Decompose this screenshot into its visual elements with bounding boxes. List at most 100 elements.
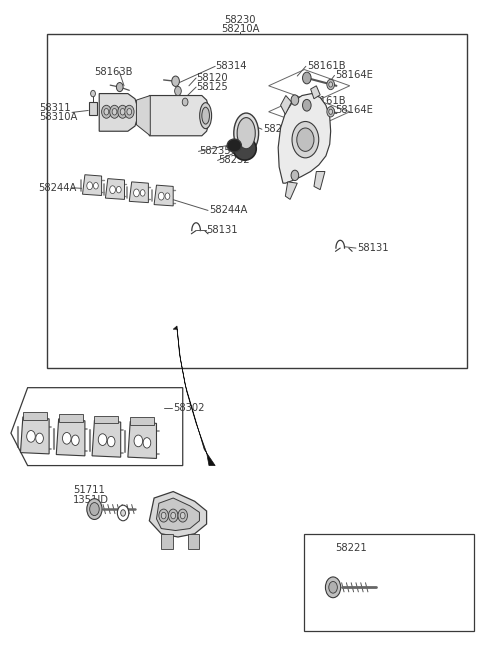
Circle shape (102, 105, 111, 118)
Polygon shape (56, 419, 85, 456)
Text: 58233: 58233 (263, 125, 294, 134)
Circle shape (297, 128, 314, 151)
Text: 58125: 58125 (196, 82, 228, 92)
Text: 58310A: 58310A (39, 112, 78, 122)
Circle shape (168, 509, 178, 522)
Text: 58164E: 58164E (336, 105, 373, 115)
Polygon shape (149, 492, 206, 537)
Polygon shape (21, 417, 49, 454)
Text: 58244A: 58244A (209, 205, 247, 215)
Text: 58311: 58311 (39, 103, 71, 113)
Polygon shape (92, 420, 120, 457)
Text: 58232: 58232 (218, 155, 250, 166)
Circle shape (133, 189, 139, 197)
Text: 51711: 51711 (73, 484, 105, 495)
Text: 58302: 58302 (173, 403, 204, 413)
Bar (161, 535, 173, 549)
Text: 58230: 58230 (224, 14, 256, 25)
Circle shape (98, 434, 107, 445)
Circle shape (292, 121, 319, 158)
Text: 58163B: 58163B (95, 67, 133, 76)
Circle shape (104, 108, 109, 115)
Circle shape (110, 105, 119, 118)
Circle shape (91, 91, 96, 97)
Circle shape (159, 509, 168, 522)
Polygon shape (311, 86, 320, 98)
Circle shape (291, 95, 299, 105)
Circle shape (110, 186, 116, 194)
Bar (188, 535, 199, 549)
Circle shape (327, 80, 335, 90)
Polygon shape (154, 185, 173, 206)
Circle shape (291, 170, 299, 181)
Circle shape (62, 432, 71, 444)
Polygon shape (128, 421, 156, 458)
Circle shape (90, 503, 99, 516)
Text: 58131: 58131 (357, 243, 388, 253)
Circle shape (178, 509, 188, 522)
Circle shape (120, 510, 125, 516)
Text: 58131: 58131 (206, 225, 238, 235)
Bar (59, 414, 83, 422)
Circle shape (36, 433, 43, 443)
Polygon shape (149, 96, 209, 136)
Circle shape (118, 105, 127, 118)
Circle shape (124, 105, 134, 118)
Circle shape (182, 98, 188, 106)
Circle shape (165, 193, 170, 200)
Text: 58244A: 58244A (38, 183, 77, 193)
Polygon shape (173, 326, 215, 466)
Circle shape (158, 192, 164, 200)
Circle shape (143, 437, 151, 448)
Circle shape (329, 82, 333, 87)
Circle shape (180, 512, 185, 519)
Ellipse shape (202, 107, 209, 124)
Circle shape (120, 108, 125, 115)
Circle shape (87, 182, 93, 190)
Circle shape (72, 435, 79, 445)
Polygon shape (314, 171, 325, 190)
Circle shape (116, 83, 123, 92)
Circle shape (112, 108, 117, 115)
Circle shape (116, 186, 121, 193)
Polygon shape (281, 96, 291, 114)
Ellipse shape (234, 113, 259, 153)
Polygon shape (156, 498, 199, 531)
Text: 58120: 58120 (196, 73, 228, 83)
Circle shape (127, 108, 132, 115)
Circle shape (325, 577, 341, 598)
Circle shape (140, 190, 145, 196)
Polygon shape (99, 94, 137, 131)
Polygon shape (278, 94, 331, 183)
Text: 58235C: 58235C (199, 146, 238, 156)
Text: 58314: 58314 (215, 61, 247, 71)
Bar (47, 34, 467, 368)
Ellipse shape (227, 139, 241, 152)
Bar (304, 534, 474, 631)
Text: 58161B: 58161B (307, 96, 346, 106)
Polygon shape (83, 175, 102, 196)
Circle shape (134, 435, 143, 447)
Bar (89, 102, 97, 115)
Ellipse shape (200, 102, 212, 128)
Circle shape (171, 512, 176, 519)
Polygon shape (129, 182, 148, 203)
Circle shape (108, 436, 115, 447)
Polygon shape (106, 179, 124, 200)
Text: 58221: 58221 (336, 543, 367, 553)
Circle shape (172, 76, 180, 87)
Circle shape (302, 99, 311, 111)
Circle shape (94, 183, 98, 189)
Circle shape (329, 109, 333, 114)
Ellipse shape (233, 138, 256, 160)
Circle shape (87, 499, 102, 520)
Bar (23, 412, 47, 420)
Circle shape (161, 512, 166, 519)
Circle shape (27, 430, 35, 442)
Polygon shape (285, 182, 297, 200)
Circle shape (117, 505, 129, 521)
Circle shape (327, 106, 335, 117)
Polygon shape (136, 96, 150, 136)
Circle shape (302, 72, 311, 84)
Circle shape (175, 87, 181, 96)
